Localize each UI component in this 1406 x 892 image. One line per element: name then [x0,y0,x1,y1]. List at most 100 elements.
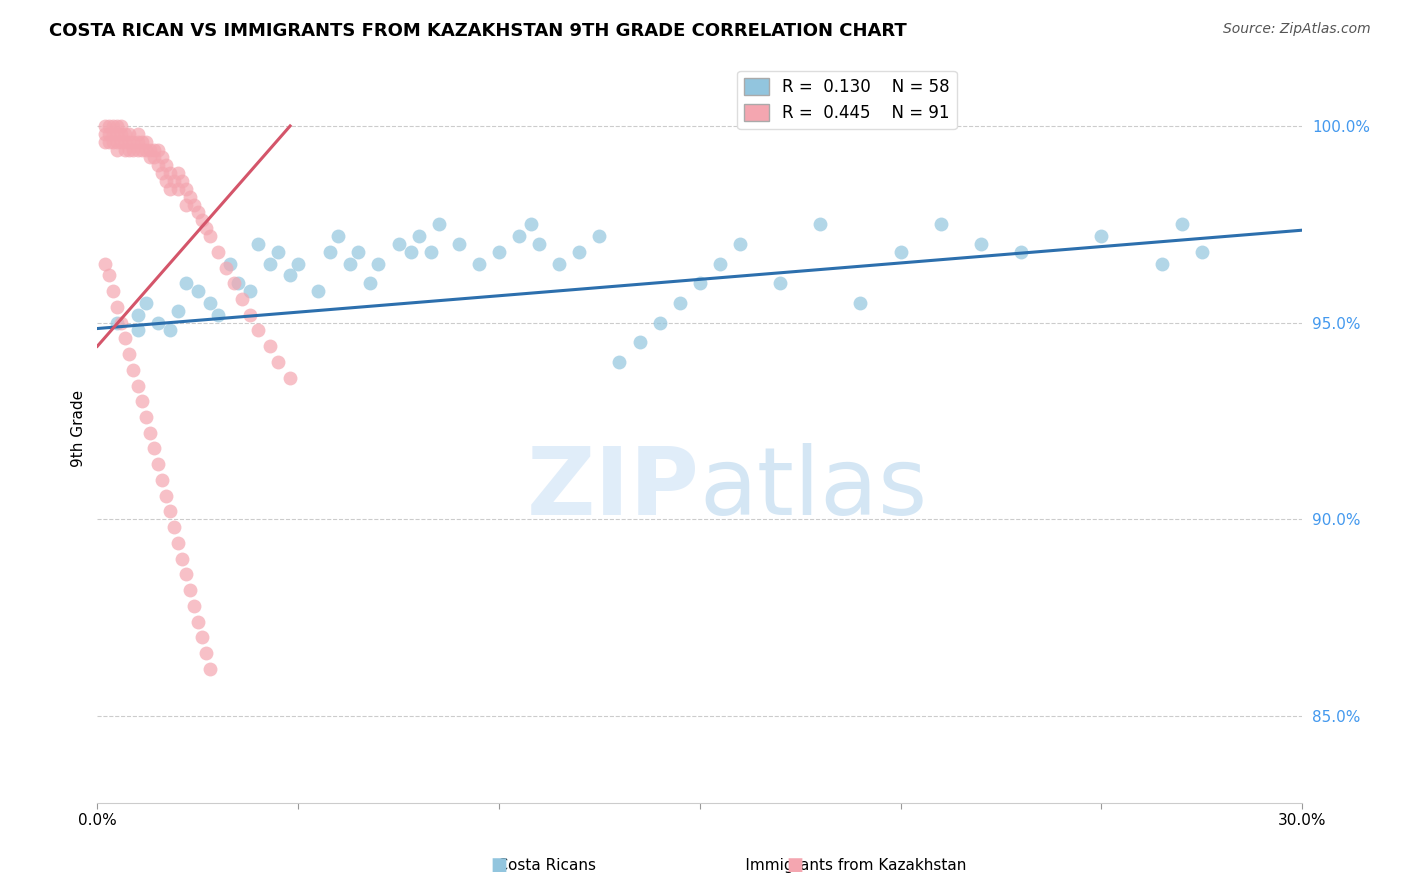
Point [399,244,422,259]
Point [1150,257,1173,271]
Point [419,244,441,259]
Point [118,127,141,141]
Point [226,277,249,291]
Point [135,135,157,149]
Point [179,583,201,598]
Point [890,244,912,259]
Point [114,127,136,141]
Point [259,257,281,271]
Point [319,244,342,259]
Point [339,257,361,271]
Point [849,296,872,310]
Point [135,296,157,310]
Point [159,504,181,518]
Point [118,143,141,157]
Point [107,316,129,330]
Point [191,213,214,227]
Point [1191,244,1213,259]
Point [219,257,242,271]
Point [709,257,731,271]
Point [215,260,238,275]
Point [131,143,153,157]
Point [728,236,751,251]
Point [222,277,245,291]
Text: ■: ■ [786,855,803,873]
Point [239,284,262,298]
Point [194,221,217,235]
Point [127,127,149,141]
Point [668,296,690,310]
Point [107,135,129,149]
Point [159,324,181,338]
Point [166,303,188,318]
Point [267,244,290,259]
Point [146,143,169,157]
Point [166,166,188,180]
Text: ZIP: ZIP [527,442,700,534]
Point [114,143,136,157]
Point [548,257,571,271]
Point [118,347,141,361]
Point [94,127,117,141]
Point [150,473,173,487]
Point [146,457,169,471]
Point [194,646,217,660]
Point [187,205,209,219]
Point [609,355,631,369]
Point [198,296,221,310]
Point [94,257,117,271]
Text: Source: ZipAtlas.com: Source: ZipAtlas.com [1223,22,1371,37]
Point [166,536,188,550]
Point [347,244,370,259]
Point [94,119,117,133]
Point [179,190,201,204]
Point [103,284,125,298]
Point [155,174,177,188]
Point [648,316,671,330]
Point [174,182,197,196]
Point [142,143,165,157]
Point [174,197,197,211]
Text: Immigrants from Kazakhstan: Immigrants from Kazakhstan [721,858,966,872]
Point [183,197,205,211]
Point [159,182,181,196]
Point [367,257,389,271]
Point [150,150,173,164]
Point [408,229,430,244]
Point [110,127,132,141]
Point [98,127,121,141]
Point [191,630,214,644]
Point [287,257,309,271]
Point [110,119,132,133]
Point [278,268,301,283]
Point [307,284,329,298]
Point [107,143,129,157]
Point [1170,217,1192,231]
Point [1090,229,1112,244]
Point [135,143,157,157]
Point [689,277,711,291]
Point [103,135,125,149]
Point [207,244,229,259]
Text: atlas: atlas [700,442,928,534]
Point [98,135,121,149]
Point [166,182,188,196]
Point [127,324,149,338]
Point [138,143,160,157]
Point [520,217,543,231]
Point [359,277,381,291]
Point [107,119,129,133]
Point [170,551,193,566]
Point [159,166,181,180]
Point [527,236,550,251]
Point [163,520,186,534]
Point [278,370,301,384]
Point [1010,244,1032,259]
Text: ■: ■ [491,855,508,873]
Point [114,135,136,149]
Point [110,316,132,330]
Point [328,229,350,244]
Point [267,355,290,369]
Point [231,292,253,306]
Point [146,316,169,330]
